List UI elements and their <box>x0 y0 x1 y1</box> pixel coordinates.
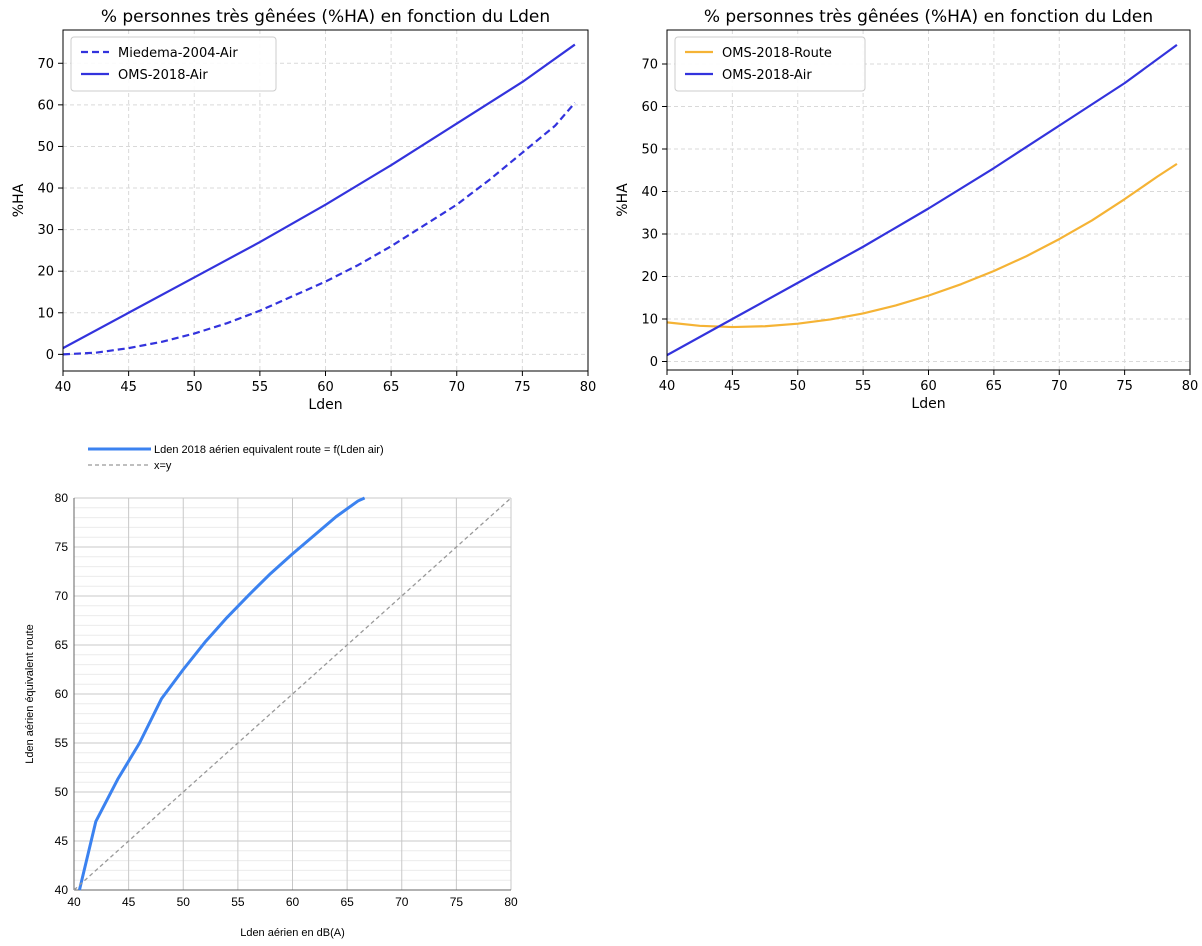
chart-3: 40 45 50 55 60 65 70 75 80 40 45 50 55 60 65 70 75 80 Lden… <box>24 444 518 939</box>
x-tick-label: 60 <box>920 379 937 394</box>
x-tick-label: 55 <box>231 895 245 909</box>
x-tick-label: 65 <box>340 895 354 909</box>
y-tick-label: 75 <box>55 540 69 554</box>
y-tick-label: 30 <box>37 223 54 238</box>
y-tick-label: 40 <box>55 883 69 897</box>
grid-lines <box>73 497 512 891</box>
legend-label: x=y <box>154 460 172 472</box>
x-axis-label: Lden <box>911 396 945 412</box>
legend-label: Lden 2018 aérien equivalent route = f(Ld… <box>154 444 384 456</box>
x-tick-label: 50 <box>177 895 191 909</box>
y-tick-label: 0 <box>650 355 658 370</box>
y-axis-label: %HA <box>11 183 27 217</box>
chart-title: % personnes très gênées (%HA) en fonctio… <box>704 7 1153 27</box>
x-axis-label: Lden aérien en dB(A) <box>240 927 345 939</box>
legend: Miedema-2004-Air OMS-2018-Air <box>70 36 277 92</box>
legend-label: OMS-2018-Air <box>118 68 208 83</box>
y-tick-label: 40 <box>37 182 54 197</box>
chart-1: % personnes très gênées (%HA) en fonctio… <box>11 7 596 413</box>
x-tick-label: 60 <box>317 380 334 395</box>
series-line-2 <box>667 43 1178 357</box>
plot-frame <box>62 29 589 372</box>
chart-title: % personnes très gênées (%HA) en fonctio… <box>101 7 550 27</box>
x-tick-label: 75 <box>514 380 531 395</box>
legend-box <box>674 36 866 92</box>
x-tick-label: 75 <box>1116 379 1133 394</box>
x-tick-label: 75 <box>450 895 464 909</box>
y-tick-label: 10 <box>37 306 54 321</box>
y-tick-label: 20 <box>37 265 54 280</box>
x-tick-label: 80 <box>504 895 518 909</box>
y-tick-label: 60 <box>37 98 54 113</box>
y-tick-label: 30 <box>641 228 658 243</box>
x-tick-label: 60 <box>286 895 300 909</box>
x-tick-label: 45 <box>122 895 136 909</box>
x-tick-label: 55 <box>252 380 269 395</box>
y-tick-label: 70 <box>55 589 69 603</box>
x-axis-label: Lden <box>308 397 342 413</box>
legend: Lden 2018 aérien equivalent route = f(Ld… <box>88 444 384 472</box>
legend-label: OMS-2018-Air <box>722 68 812 83</box>
chart-2: % personnes très gênées (%HA) en fonctio… <box>615 7 1198 412</box>
y-tick-label: 70 <box>37 57 54 72</box>
x-tick-label: 70 <box>395 895 409 909</box>
y-axis-label: %HA <box>615 183 631 217</box>
y-tick-label: 65 <box>55 638 69 652</box>
legend: OMS-2018-Route OMS-2018-Air <box>674 36 866 92</box>
y-tick-label: 0 <box>46 348 54 363</box>
series-line-1 <box>667 162 1178 329</box>
x-tick-label: 70 <box>1051 379 1068 394</box>
y-tick-label: 40 <box>641 185 658 200</box>
y-tick-label: 50 <box>55 785 69 799</box>
y-tick-label: 55 <box>55 736 69 750</box>
y-tick-label: 10 <box>641 313 658 328</box>
y-tick-label: 70 <box>641 58 658 73</box>
plot-frame <box>666 29 1191 371</box>
x-tick-label: 80 <box>580 380 597 395</box>
x-tick-label: 40 <box>55 380 72 395</box>
x-tick-label: 70 <box>448 380 465 395</box>
x-tick-label: 55 <box>855 379 872 394</box>
series-line-1 <box>78 496 366 891</box>
y-tick-label: 80 <box>55 491 69 505</box>
y-tick-label: 45 <box>55 834 69 848</box>
x-tick-label: 65 <box>383 380 400 395</box>
x-tick-label: 40 <box>67 895 81 909</box>
y-tick-label: 50 <box>641 143 658 158</box>
x-tick-label: 40 <box>659 379 676 394</box>
series-line-1 <box>63 102 576 356</box>
x-tick-label: 45 <box>120 380 137 395</box>
y-tick-label: 60 <box>55 687 69 701</box>
legend-label: Miedema-2004-Air <box>118 46 238 61</box>
y-axis-label: Lden aérien équivalent route <box>24 624 36 763</box>
y-tick-label: 50 <box>37 140 54 155</box>
legend-label: OMS-2018-Route <box>722 46 832 61</box>
series-line-2 <box>63 43 576 350</box>
x-tick-label: 65 <box>986 379 1003 394</box>
x-tick-label: 50 <box>789 379 806 394</box>
x-tick-label: 50 <box>186 380 203 395</box>
y-tick-label: 20 <box>641 270 658 285</box>
x-tick-label: 80 <box>1182 379 1199 394</box>
x-tick-label: 45 <box>724 379 741 394</box>
legend-box <box>70 36 277 92</box>
y-tick-label: 60 <box>641 100 658 115</box>
